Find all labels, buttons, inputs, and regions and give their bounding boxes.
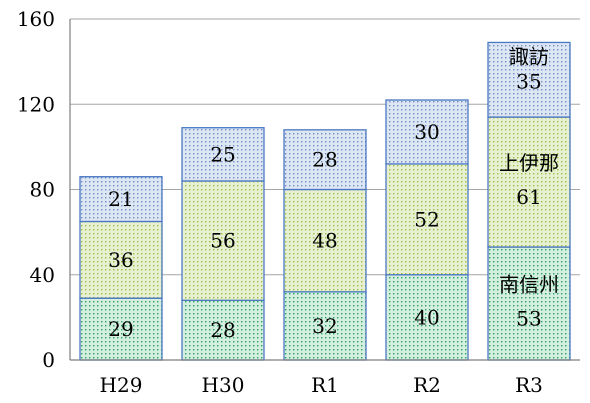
data-label: 53 [516, 307, 541, 331]
data-label: 52 [414, 207, 439, 231]
y-tick-label: 120 [17, 92, 55, 116]
x-tick-label: R2 [413, 373, 441, 397]
data-label: 35 [516, 69, 541, 93]
data-label: 36 [108, 248, 133, 272]
x-tick-label: H30 [202, 373, 245, 397]
bar-segment [181, 299, 265, 361]
bar-segment [487, 41, 571, 118]
data-label: 21 [108, 187, 133, 211]
series-name-label: 上伊那 [499, 151, 559, 175]
data-label: 32 [312, 314, 337, 338]
data-label: 61 [516, 185, 541, 209]
x-tick-label: R3 [515, 373, 543, 397]
bars [79, 41, 571, 361]
series-name-label: 諏訪 [509, 44, 549, 68]
series-name-label: 南信州 [499, 273, 559, 297]
bar-segment [79, 220, 163, 299]
data-label: 29 [108, 317, 133, 341]
bar-segment [283, 129, 367, 191]
y-tick-label: 160 [17, 7, 55, 31]
axes [69, 19, 580, 361]
bar-segment [385, 163, 469, 276]
x-tick-label: R1 [311, 373, 339, 397]
y-tick-label: 0 [42, 348, 55, 372]
bar-segment [487, 116, 571, 248]
bar-segment [181, 127, 265, 182]
data-label: 40 [414, 305, 439, 329]
bar-segment [283, 188, 367, 293]
labels: 0 40 80 120 160 29 36 21 H29 28 56 25 H30 32 48 28 R1 40 5… [17, 7, 559, 397]
bar-segment [79, 176, 163, 223]
bar-segment [181, 180, 265, 301]
y-tick-label: 40 [30, 263, 55, 287]
bar-segment [385, 99, 469, 165]
data-label: 28 [312, 148, 337, 172]
x-tick-label: H29 [100, 373, 143, 397]
data-label: 30 [414, 120, 439, 144]
data-label: 48 [312, 229, 337, 253]
bar-segment [283, 291, 367, 361]
data-label: 56 [210, 229, 235, 253]
bar-segment [79, 297, 163, 361]
y-tick-label: 80 [30, 178, 55, 202]
data-label: 25 [210, 142, 235, 166]
bar-segment [487, 246, 571, 361]
data-label: 28 [210, 318, 235, 342]
